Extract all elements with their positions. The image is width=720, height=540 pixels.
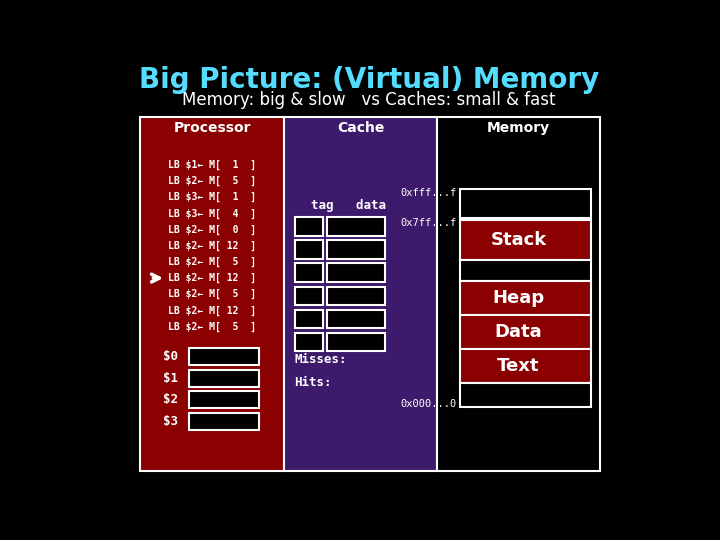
Text: $3: $3 [163, 415, 178, 428]
Bar [461, 260, 590, 281]
Text: Memory: big & slow   vs Caches: small & fast: Memory: big & slow vs Caches: small & fa… [182, 91, 556, 109]
Text: Heap: Heap [492, 289, 544, 307]
Bar [189, 348, 259, 365]
Bar [284, 117, 437, 471]
Text: LB $2← M[  5  ]: LB $2← M[ 5 ] [168, 176, 256, 186]
Text: $1: $1 [163, 372, 178, 384]
Text: LB $1← M[  1  ]: LB $1← M[ 1 ] [168, 160, 256, 170]
Text: LB $2← M[ 12  ]: LB $2← M[ 12 ] [168, 305, 256, 315]
Bar [189, 392, 259, 408]
Bar [461, 189, 590, 218]
Text: $2: $2 [163, 393, 178, 406]
Text: LB $2← M[  5  ]: LB $2← M[ 5 ] [168, 289, 256, 299]
Text: Processor: Processor [174, 121, 251, 135]
Text: LB $2← M[  5  ]: LB $2← M[ 5 ] [168, 257, 256, 267]
Text: LB $2← M[ 12  ]: LB $2← M[ 12 ] [168, 273, 256, 283]
Text: LB $3← M[  4  ]: LB $3← M[ 4 ] [168, 208, 256, 219]
Bar [461, 220, 590, 260]
Text: Stack: Stack [490, 231, 546, 248]
Text: Data: Data [495, 323, 542, 341]
Bar [189, 413, 259, 430]
Bar [294, 333, 323, 351]
Text: 0xfff...f: 0xfff...f [400, 187, 456, 198]
Bar [294, 217, 323, 236]
Bar [327, 264, 384, 282]
Text: LB $2← M[  5  ]: LB $2← M[ 5 ] [168, 321, 256, 332]
Bar [327, 309, 384, 328]
Text: LB $3← M[  1  ]: LB $3← M[ 1 ] [168, 192, 256, 202]
Text: Memory: Memory [487, 121, 550, 135]
Text: LB $2← M[ 12  ]: LB $2← M[ 12 ] [168, 241, 256, 251]
Text: 0x7ff...f: 0x7ff...f [400, 218, 456, 228]
Bar [461, 315, 590, 349]
Bar [461, 349, 590, 383]
Text: Cache: Cache [337, 121, 384, 135]
Bar [327, 240, 384, 259]
Text: Big Picture: (Virtual) Memory: Big Picture: (Virtual) Memory [139, 66, 599, 94]
Bar [294, 309, 323, 328]
Bar [461, 383, 590, 408]
Text: LB $2← M[  0  ]: LB $2← M[ 0 ] [168, 225, 256, 235]
Text: 0x000...0: 0x000...0 [400, 399, 456, 409]
Bar [327, 333, 384, 351]
Bar [189, 370, 259, 387]
Text: tag   data: tag data [311, 199, 387, 212]
Bar [437, 117, 600, 471]
Bar [140, 117, 284, 471]
Text: Text: Text [498, 357, 540, 375]
Bar [327, 217, 384, 236]
Bar [294, 287, 323, 305]
Text: Hits:: Hits: [294, 376, 332, 389]
Bar [461, 281, 590, 315]
Bar [327, 287, 384, 305]
Bar [294, 240, 323, 259]
Text: Misses:: Misses: [294, 353, 347, 366]
Bar [294, 264, 323, 282]
Text: $0: $0 [163, 350, 178, 363]
